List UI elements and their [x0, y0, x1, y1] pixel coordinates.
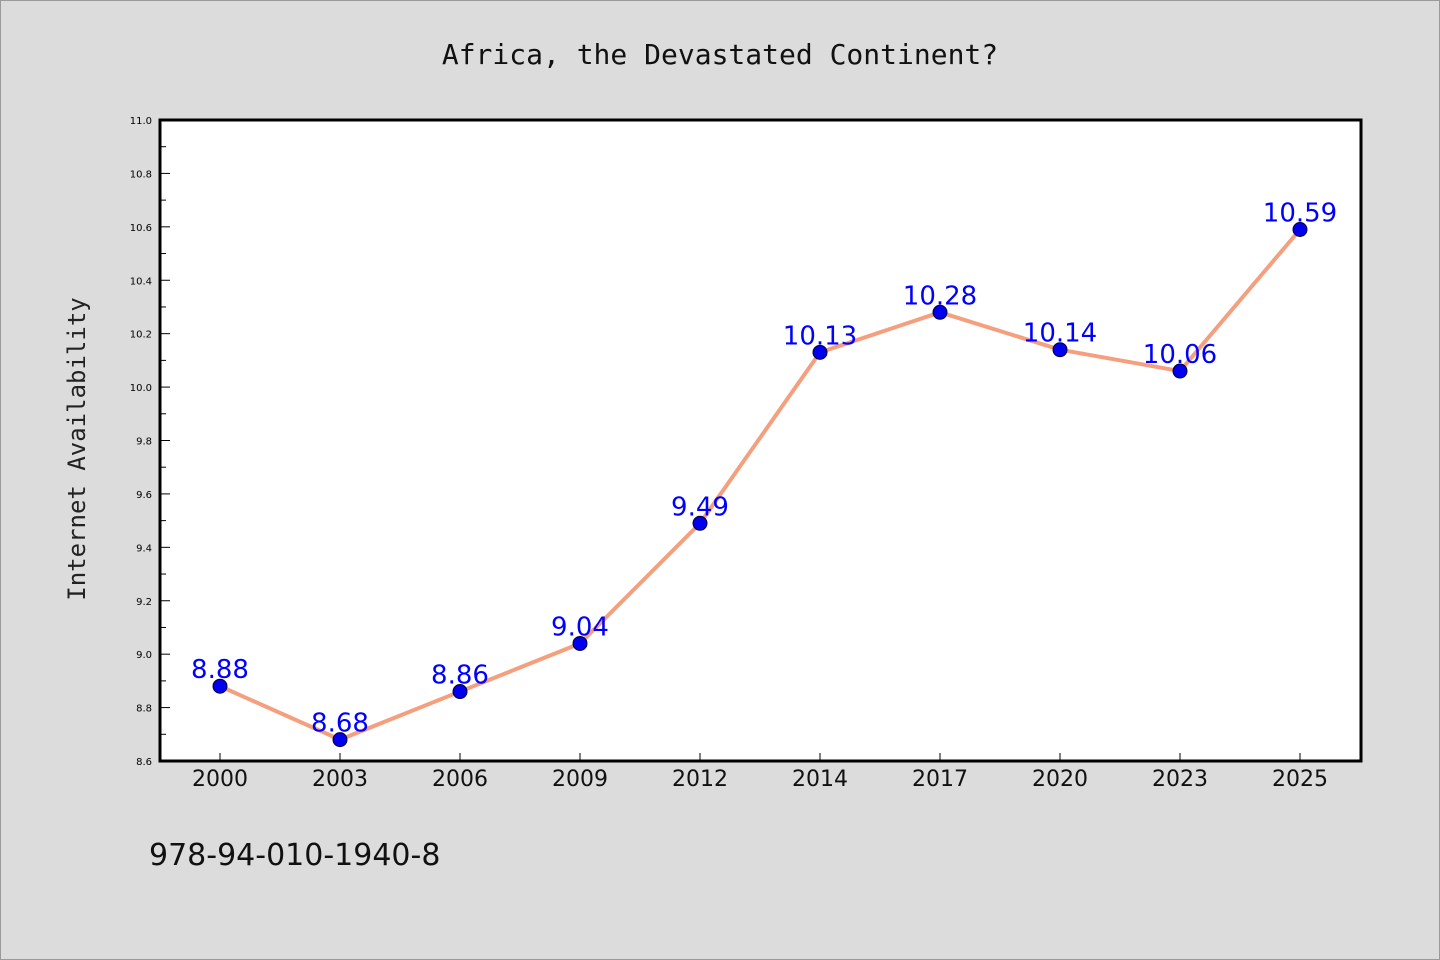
y-tick-label: 9.2: [136, 597, 152, 608]
y-tick-label: 9.4: [136, 543, 152, 554]
data-label: 10.13: [783, 321, 857, 351]
data-label: 10.28: [903, 281, 977, 311]
x-tick-label: 2014: [792, 767, 848, 792]
series-group: [212, 222, 1308, 748]
data-label: 9.04: [551, 612, 609, 642]
data-label: 10.14: [1023, 319, 1097, 349]
data-point: [332, 732, 348, 748]
x-tick-label: 2025: [1272, 767, 1328, 792]
x-tick-label: 2020: [1032, 767, 1088, 792]
y-tick-label: 9.8: [136, 437, 152, 448]
data-label: 8.68: [311, 709, 369, 739]
footer-isbn: 978-94-010-1940-8: [149, 838, 440, 873]
x-tick-label: 2017: [912, 767, 968, 792]
data-point: [452, 684, 468, 700]
data-label: 10.06: [1143, 340, 1217, 370]
x-tick-label: 2003: [312, 767, 368, 792]
x-tick-label: 2000: [192, 767, 248, 792]
x-tick-label: 2012: [672, 767, 728, 792]
data-point: [212, 678, 228, 694]
y-tick-label: 10.2: [130, 330, 152, 341]
y-tick-label: 8.8: [136, 704, 152, 715]
y-axis-label: Internet Availability: [63, 297, 91, 600]
y-tick-label: 9.0: [136, 650, 152, 661]
x-tick-label: 2009: [552, 767, 608, 792]
data-label: 8.88: [191, 655, 249, 685]
series-line: [218, 227, 1302, 742]
data-point: [812, 344, 828, 360]
data-point: [692, 515, 708, 531]
data-point: [1052, 342, 1068, 358]
y-tick-label: 10.4: [130, 276, 152, 287]
data-label: 8.86: [431, 661, 489, 691]
x-axis: 2000 2003 2006 2009 2012 2014 2017 2020 2023 2025: [192, 753, 1328, 792]
x-tick-label: 2006: [432, 767, 488, 792]
y-tick-label: 11.0: [130, 116, 152, 127]
data-point: [1292, 222, 1308, 238]
data-label: 9.49: [671, 492, 729, 522]
data-point: [1172, 363, 1188, 379]
x-tick-label: 2023: [1152, 767, 1208, 792]
data-point: [932, 304, 948, 320]
chart-title: Africa, the Devastated Continent?: [442, 38, 998, 71]
data-point: [572, 635, 588, 651]
y-tick-label: 9.6: [136, 490, 152, 501]
data-label-group: 8.88 8.68 8.86 9.04 9.49 10.13 10.28 10.14 10.06…: [191, 199, 1337, 739]
y-tick-label: 10.6: [130, 223, 152, 234]
y-tick-label: 10.0: [130, 383, 152, 394]
y-tick-label: 8.6: [136, 757, 152, 768]
data-label: 10.59: [1263, 199, 1337, 229]
y-axis: 8.6 8.8 9.0 9.2 9.4 9.6 9.8 10.0 10.2 10.4 10.6 10.…: [130, 116, 170, 768]
y-tick-label: 10.8: [130, 169, 152, 180]
